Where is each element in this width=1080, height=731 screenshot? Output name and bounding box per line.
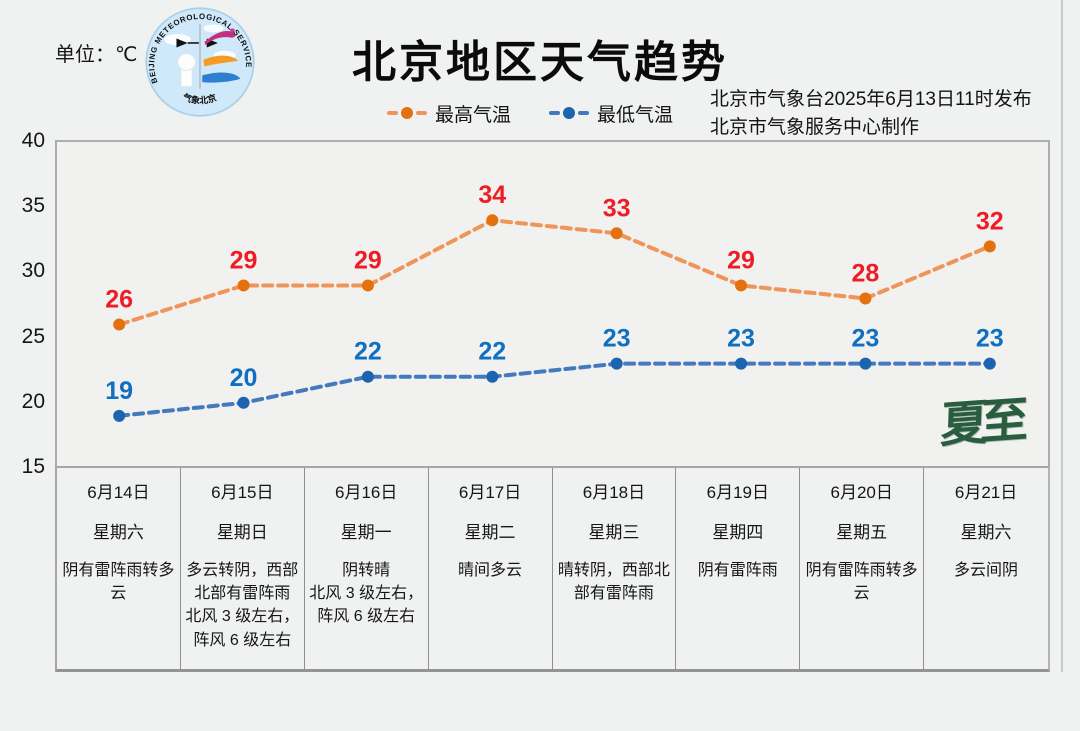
min-temp-legend-marker-icon	[549, 107, 589, 119]
max-temp-point	[610, 227, 623, 240]
min-temp-label: 22	[478, 338, 506, 366]
max-temp-point	[361, 279, 374, 292]
max-temp-label: 32	[976, 207, 1004, 235]
forecast-day-cell: 6月20日 星期五 阴有雷阵雨转多云	[800, 468, 925, 669]
max-temp-label: 28	[852, 259, 880, 287]
y-axis-tick: 25	[21, 325, 45, 348]
min-temp-point	[361, 370, 374, 383]
min-temp-point	[610, 357, 623, 370]
max-temp-point	[859, 292, 872, 305]
day-weekday: 星期日	[216, 523, 268, 542]
min-temp-point	[486, 370, 499, 383]
day-date: 6月18日	[582, 483, 646, 502]
y-axis-tick: 15	[21, 455, 45, 478]
legend-label-min-temp: 最低气温	[597, 104, 674, 126]
y-axis-tick: 20	[21, 390, 45, 413]
slide-right-edge	[1061, 0, 1063, 672]
forecast-day-cell: 6月21日 星期六 多云间阴	[924, 468, 1048, 669]
summer-solstice-seal: 夏至	[939, 392, 1022, 454]
min-temp-point	[735, 357, 748, 370]
chart-legend: 最高气温 最低气温	[350, 100, 710, 126]
min-temp-point	[983, 357, 996, 370]
issue-line-2: 北京市气象服务中心制作	[710, 116, 920, 138]
min-temp-label: 20	[230, 364, 258, 392]
max-temp-line	[117, 218, 992, 327]
forecast-day-cell: 6月19日 星期四 阴有雷阵雨	[676, 468, 801, 669]
issue-line-1: 北京市气象台2025年6月13日11时发布	[710, 89, 1032, 110]
day-weather: 晴转阴，西部北部有雷阵雨	[557, 562, 670, 603]
day-weather: 多云转阴，西部北部有雷阵雨 北风 3 级左右，阵风 6 级左右	[185, 562, 300, 649]
page-title: 北京地区天气趋势	[352, 38, 728, 87]
day-date: 6月19日	[706, 483, 769, 502]
min-temp-label: 23	[727, 325, 755, 353]
forecast-day-cell: 6月16日 星期一 阴转晴 北风 3 级左右，阵风 6 级左右	[305, 468, 429, 669]
legend-label-max-temp: 最高气温	[434, 104, 511, 126]
unit-label: 单位：℃	[55, 44, 138, 66]
day-date: 6月14日	[87, 483, 150, 502]
temperature-trend-chart: 26 29 29 34 33 29 28 32 19 20 22 22 23 23 23 23	[55, 140, 1050, 466]
max-temp-label: 29	[727, 246, 755, 274]
min-temp-label: 22	[354, 338, 382, 366]
min-temp-point	[859, 357, 872, 370]
min-temp-point	[113, 409, 126, 422]
forecast-table: 6月14日 星期六 阴有雷阵雨转多云 6月15日 星期日 多云转阴，西部北部有雷…	[55, 466, 1050, 672]
chart-canvas: 26 29 29 34 33 29 28 32 19 20 22 22 23 23 23 23	[105, 181, 1004, 422]
day-weather: 阴有雷阵雨转多云	[805, 562, 918, 603]
legend-item-min-temp: 最低气温	[549, 100, 673, 127]
y-axis-tick: 40	[21, 129, 45, 152]
day-date: 6月15日	[211, 483, 274, 502]
forecast-day-cell: 6月14日 星期六 阴有雷阵雨转多云	[57, 468, 181, 669]
day-weather: 多云间阴	[954, 562, 1019, 579]
beijing-meteorological-service-logo: BEIJING METEOROLOGICAL SERVICE 气象北京	[145, 7, 255, 117]
min-temp-label: 23	[976, 325, 1004, 353]
logo-swoosh-icon	[202, 28, 241, 83]
forecast-day-cell: 6月17日 星期二 晴间多云	[429, 468, 553, 669]
max-temp-point	[237, 279, 250, 292]
day-weekday: 星期六	[92, 523, 144, 542]
max-temp-label: 29	[230, 246, 258, 274]
day-date: 6月17日	[458, 483, 522, 502]
forecast-day-cell: 6月18日 星期三 晴转阴，西部北部有雷阵雨	[553, 468, 677, 669]
day-weekday: 星期四	[712, 523, 764, 542]
day-weekday: 星期三	[588, 523, 640, 542]
max-temp-point	[983, 240, 996, 253]
forecast-day-cell: 6月15日 星期日 多云转阴，西部北部有雷阵雨 北风 3 级左右，阵风 6 级左…	[181, 468, 305, 669]
max-temp-point	[113, 318, 126, 331]
day-weather: 阴有雷阵雨转多云	[62, 562, 175, 603]
y-axis-tick: 30	[21, 259, 45, 282]
max-temp-legend-marker-icon	[386, 107, 427, 119]
day-weekday: 星期五	[836, 523, 888, 542]
max-temp-label: 33	[603, 194, 631, 222]
logo-tower-icon	[177, 53, 196, 88]
issue-info: 北京市气象台2025年6月13日11时发布 北京市气象服务中心制作	[710, 86, 1032, 141]
day-date: 6月21日	[954, 483, 1018, 502]
day-weekday: 星期六	[960, 523, 1012, 542]
y-axis-tick: 35	[21, 194, 45, 217]
min-temp-label: 23	[603, 325, 631, 353]
day-weather: 阴转晴 北风 3 级左右，阵风 6 级左右	[309, 562, 424, 626]
min-temp-label: 19	[105, 377, 133, 405]
day-date: 6月20日	[830, 483, 893, 502]
min-temp-line	[117, 361, 992, 418]
min-temp-point	[237, 396, 250, 409]
day-weekday: 星期一	[340, 523, 392, 542]
max-temp-label: 34	[478, 181, 506, 209]
day-date: 6月16日	[335, 483, 398, 502]
legend-item-max-temp: 最高气温	[386, 100, 511, 127]
max-temp-label: 26	[105, 286, 133, 314]
day-weekday: 星期二	[464, 523, 516, 542]
day-weather: 晴间多云	[458, 562, 523, 579]
min-temp-label: 23	[852, 325, 880, 353]
max-temp-label: 29	[354, 246, 382, 274]
max-temp-point	[486, 214, 499, 227]
max-temp-point	[735, 279, 748, 292]
day-weather: 阴有雷阵雨	[697, 562, 778, 579]
